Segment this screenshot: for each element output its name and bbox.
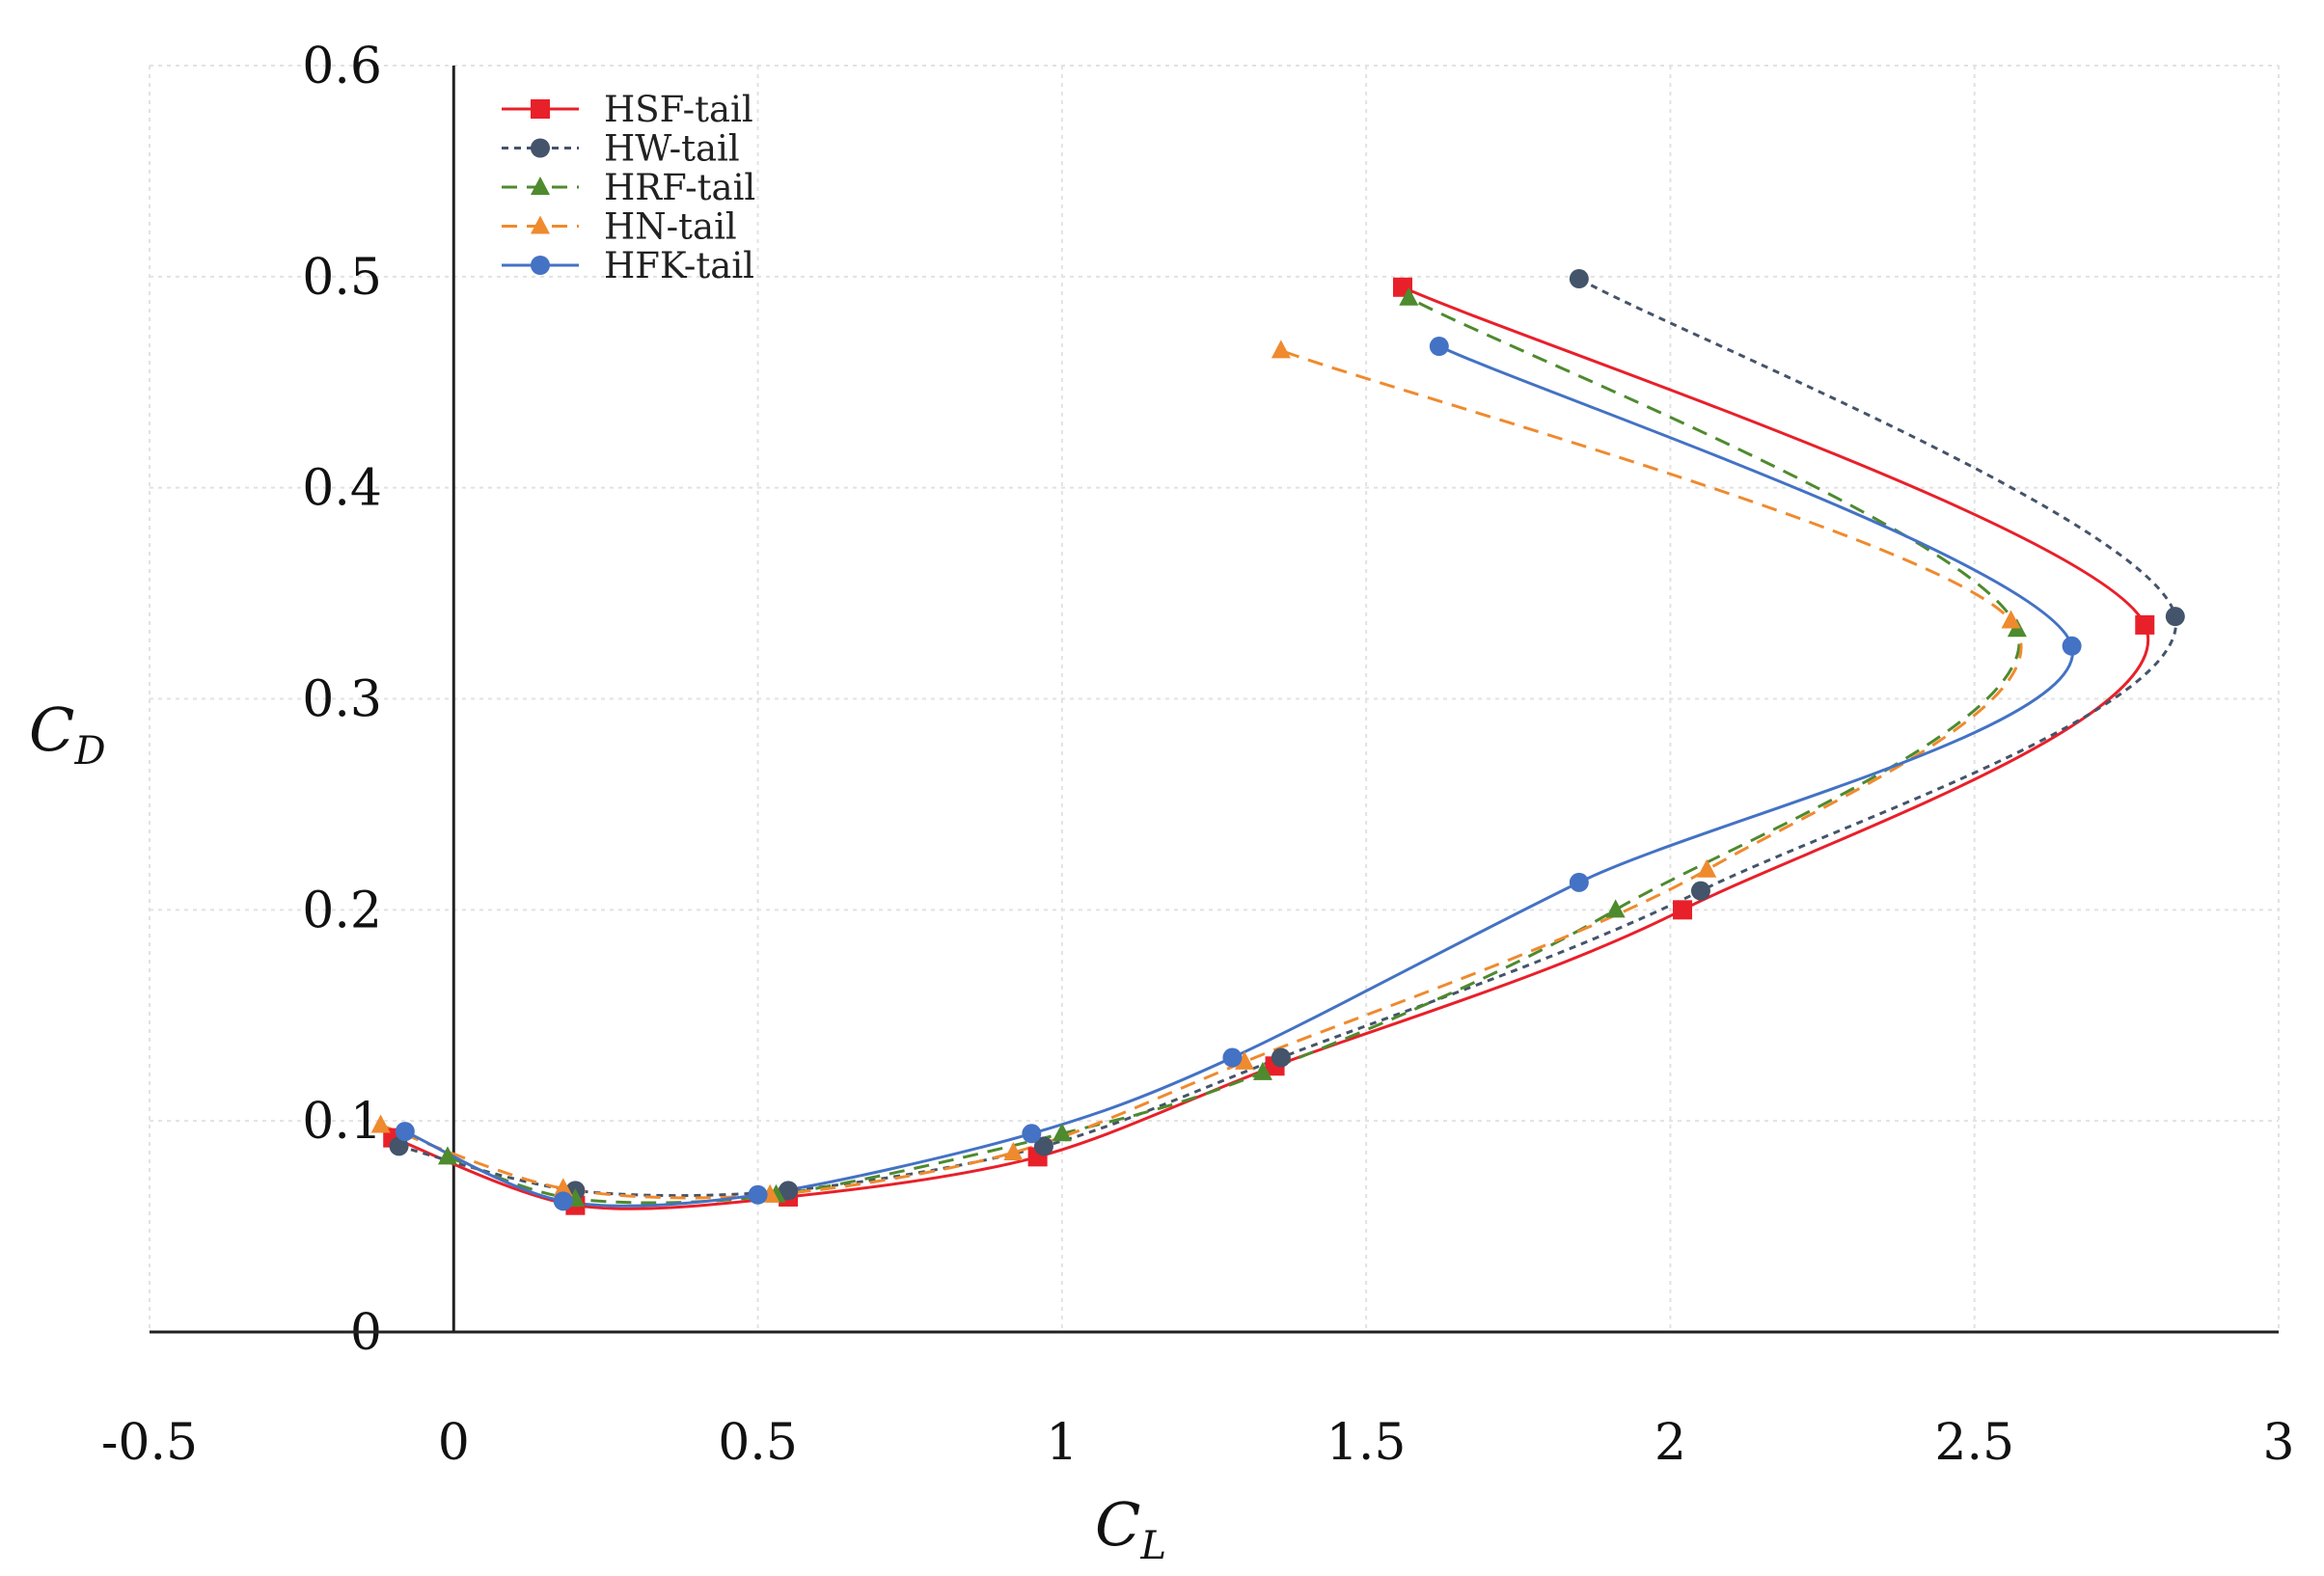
data-point-hsf-tail [2135,614,2155,635]
data-point-hfk-tail [1429,337,1449,357]
data-point-hw-tail [779,1181,799,1201]
legend-swatch-marker [531,138,550,158]
data-point-hsf-tail [1673,900,1693,920]
x-tick-label: 2 [1654,1414,1686,1472]
y-tick-label: 0.5 [302,249,382,307]
data-point-hrf-tail [1252,1061,1272,1080]
x-axis-title: CL [1095,1489,1166,1568]
data-point-hw-tail [1271,1047,1291,1068]
series-lines [380,277,2177,1210]
x-tick-label: 1 [1046,1414,1078,1472]
data-point-hfk-tail [395,1122,415,1142]
data-point-hfk-tail [748,1184,768,1205]
data-point-hfk-tail [1022,1124,1042,1144]
legend-item-hw-tail: HW-tail [502,128,740,170]
data-point-hrf-tail [1052,1123,1072,1142]
legend-swatch-marker [531,177,550,195]
axes [150,66,2279,1334]
data-point-hrf-tail [1605,899,1626,918]
legend-label: HN-tail [604,206,737,248]
y-tick-label: 0.4 [302,460,382,518]
data-point-hn-tail [2001,610,2021,629]
data-point-hw-tail [2165,607,2185,627]
data-point-hn-tail [370,1114,391,1133]
y-tick-label: 0.3 [302,671,382,729]
series-line-hw-tail [398,277,2177,1198]
data-point-hfk-tail [2062,636,2082,656]
data-point-hn-tail [553,1178,573,1197]
x-tick-label: 1.5 [1326,1414,1407,1472]
x-tick-label: 0 [438,1414,470,1472]
x-tick-label: 3 [2262,1414,2294,1472]
legend-swatch-marker [531,215,550,234]
data-point-hrf-tail [1399,286,1419,306]
series-line-hfk-tail [404,344,2074,1208]
x-tick-label: 0.5 [718,1414,798,1472]
legend-item-hfk-tail: HFK-tail [502,245,754,286]
legend-item-hrf-tail: HRF-tail [502,167,755,208]
y-tick-label: 0.6 [302,38,382,95]
series-line-hsf-tail [392,285,2149,1210]
data-point-hw-tail [1569,269,1589,289]
y-tick-label: 0.1 [302,1093,382,1151]
x-tick-label: -0.5 [101,1414,198,1472]
data-point-hn-tail [1003,1141,1024,1160]
legend-label: HFK-tail [604,245,754,286]
data-point-hrf-tail [437,1146,457,1165]
data-point-hfk-tail [553,1191,573,1211]
data-point-hn-tail [1697,858,1717,878]
gridlines [149,65,2280,1332]
data-point-hn-tail [1235,1050,1255,1070]
legend-label: HSF-tail [604,89,753,130]
series-markers [370,269,2185,1215]
y-axis-title: CD [29,694,106,774]
legend-label: HRF-tail [604,167,755,208]
data-point-hn-tail [1271,340,1291,359]
legend-label: HW-tail [604,128,740,170]
data-point-hfk-tail [1222,1047,1243,1068]
data-point-hw-tail [1033,1136,1053,1156]
legend-item-hn-tail: HN-tail [502,206,737,248]
legend-item-hsf-tail: HSF-tail [502,89,753,130]
data-point-hw-tail [1690,881,1710,901]
x-tick-labels: -0.5 0 0.5 1 1.5 2 2.5 3 [101,1414,2295,1472]
x-tick-label: 2.5 [1934,1414,2014,1472]
legend-swatch-marker [531,256,550,275]
series-line-hn-tail [380,348,2023,1200]
y-tick-label: 0.2 [302,882,382,939]
y-tick-labels: 00.10.20.30.40.50.6 [302,38,382,1362]
data-point-hfk-tail [1569,872,1589,892]
data-point-hw-tail [389,1136,409,1156]
legend-swatch-marker [531,99,550,119]
